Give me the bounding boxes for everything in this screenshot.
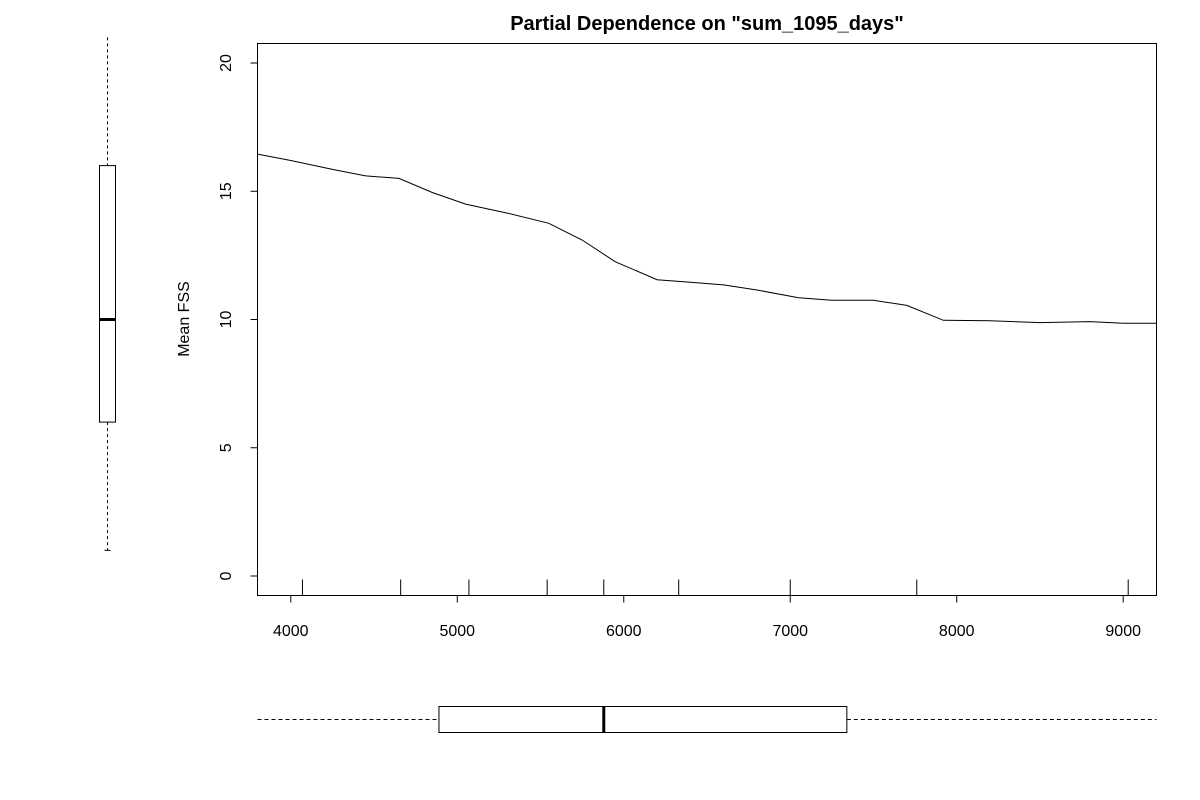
series-group	[257, 153, 1157, 324]
y-tick-label: 20	[218, 54, 235, 72]
x-box-body	[438, 706, 848, 733]
y-axis: 0 5 10 15 20	[218, 54, 258, 580]
plot-frame	[257, 43, 1157, 596]
x-axis: 4000 5000 6000 7000 8000 9000	[273, 595, 1141, 640]
y-tick-label: 5	[218, 443, 235, 452]
x-tick-label: 7000	[772, 623, 808, 640]
x-tick-label: 8000	[939, 623, 975, 640]
x-tick-label: 5000	[439, 623, 475, 640]
x-tick-label: 9000	[1105, 623, 1141, 640]
y-tick-label: 10	[218, 311, 235, 329]
x-marginal-boxplot	[257, 706, 1157, 733]
chart-title: Partial Dependence on "sum_1095_days"	[510, 13, 904, 35]
x-tick-label: 4000	[273, 623, 309, 640]
x-rug-marks	[301, 579, 1129, 596]
y-tick-label: 15	[218, 182, 235, 200]
y-marginal-boxplot	[99, 37, 116, 551]
y-axis-title: Mean FSS	[176, 281, 193, 357]
y-tick-label: 0	[218, 571, 235, 580]
series-line	[257, 153, 1157, 324]
x-tick-label: 6000	[606, 623, 642, 640]
y-box-body	[99, 165, 116, 423]
